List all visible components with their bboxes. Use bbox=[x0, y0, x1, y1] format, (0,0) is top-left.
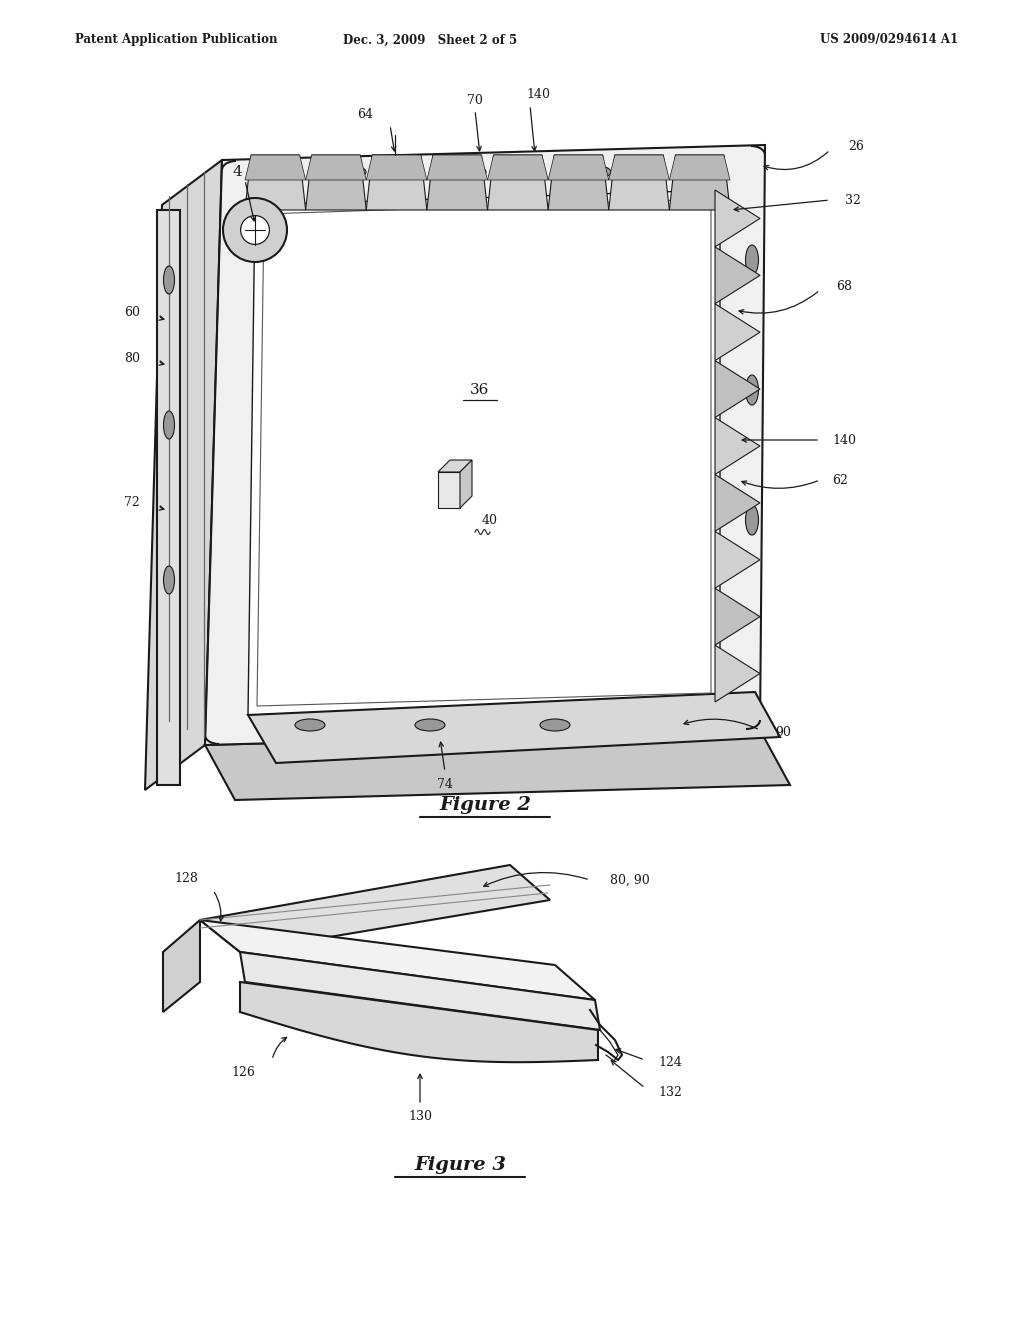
Polygon shape bbox=[715, 247, 760, 304]
Polygon shape bbox=[438, 459, 472, 473]
Text: 62: 62 bbox=[831, 474, 848, 487]
Text: 60: 60 bbox=[124, 306, 140, 319]
Polygon shape bbox=[367, 154, 427, 180]
Polygon shape bbox=[245, 154, 305, 180]
Polygon shape bbox=[670, 154, 730, 180]
Text: Figure 2: Figure 2 bbox=[439, 796, 531, 814]
Circle shape bbox=[223, 198, 287, 261]
Text: 132: 132 bbox=[658, 1085, 682, 1098]
Text: US 2009/0294614 A1: US 2009/0294614 A1 bbox=[820, 33, 958, 46]
Polygon shape bbox=[670, 154, 730, 210]
Text: 4: 4 bbox=[232, 165, 242, 180]
Text: 80: 80 bbox=[124, 351, 140, 364]
Ellipse shape bbox=[745, 246, 759, 275]
Ellipse shape bbox=[579, 165, 611, 178]
Polygon shape bbox=[715, 474, 760, 532]
Ellipse shape bbox=[540, 719, 570, 731]
Ellipse shape bbox=[295, 719, 325, 731]
Ellipse shape bbox=[454, 165, 486, 178]
Text: 124: 124 bbox=[658, 1056, 682, 1069]
Text: 130: 130 bbox=[408, 1110, 432, 1122]
Text: 36: 36 bbox=[470, 383, 489, 397]
Polygon shape bbox=[200, 920, 595, 1001]
Polygon shape bbox=[367, 154, 427, 210]
Polygon shape bbox=[163, 920, 200, 1012]
Text: 64: 64 bbox=[357, 108, 373, 121]
Polygon shape bbox=[715, 360, 760, 417]
Text: 68: 68 bbox=[836, 281, 852, 293]
Text: 126: 126 bbox=[231, 1065, 255, 1078]
Polygon shape bbox=[245, 154, 305, 210]
Text: 70: 70 bbox=[467, 94, 483, 107]
Polygon shape bbox=[608, 154, 670, 210]
Polygon shape bbox=[240, 982, 598, 1063]
Text: 72: 72 bbox=[124, 496, 140, 510]
Polygon shape bbox=[548, 154, 608, 180]
Polygon shape bbox=[305, 154, 367, 180]
Ellipse shape bbox=[415, 719, 445, 731]
Polygon shape bbox=[715, 645, 760, 702]
Polygon shape bbox=[608, 154, 670, 180]
Text: 140: 140 bbox=[526, 88, 550, 102]
Circle shape bbox=[241, 215, 269, 244]
Ellipse shape bbox=[164, 267, 174, 294]
Polygon shape bbox=[248, 190, 720, 715]
Polygon shape bbox=[205, 145, 765, 744]
Polygon shape bbox=[427, 154, 487, 180]
Text: 74: 74 bbox=[437, 777, 453, 791]
Ellipse shape bbox=[164, 566, 174, 594]
Text: Patent Application Publication: Patent Application Publication bbox=[75, 33, 278, 46]
Polygon shape bbox=[200, 865, 550, 952]
Ellipse shape bbox=[334, 165, 366, 178]
Text: 90: 90 bbox=[775, 726, 791, 739]
Polygon shape bbox=[427, 154, 487, 210]
Polygon shape bbox=[438, 473, 460, 508]
Text: 32: 32 bbox=[845, 194, 861, 206]
Polygon shape bbox=[248, 692, 780, 763]
Polygon shape bbox=[487, 154, 548, 210]
Polygon shape bbox=[460, 459, 472, 508]
Polygon shape bbox=[715, 532, 760, 589]
Text: 80, 90: 80, 90 bbox=[610, 874, 650, 887]
Polygon shape bbox=[715, 589, 760, 645]
Polygon shape bbox=[157, 210, 180, 785]
Polygon shape bbox=[487, 154, 548, 180]
Polygon shape bbox=[205, 730, 790, 800]
Text: 128: 128 bbox=[174, 871, 198, 884]
Polygon shape bbox=[548, 154, 608, 210]
Polygon shape bbox=[145, 160, 222, 789]
Polygon shape bbox=[715, 304, 760, 360]
Polygon shape bbox=[305, 154, 367, 210]
Text: Dec. 3, 2009   Sheet 2 of 5: Dec. 3, 2009 Sheet 2 of 5 bbox=[343, 33, 517, 46]
Text: 26: 26 bbox=[848, 140, 864, 153]
Polygon shape bbox=[715, 417, 760, 474]
Ellipse shape bbox=[164, 411, 174, 440]
Text: 40: 40 bbox=[482, 513, 498, 527]
Ellipse shape bbox=[745, 375, 759, 405]
Text: 140: 140 bbox=[831, 433, 856, 446]
Ellipse shape bbox=[745, 506, 759, 535]
Polygon shape bbox=[715, 190, 760, 247]
Polygon shape bbox=[240, 952, 600, 1030]
Text: Figure 3: Figure 3 bbox=[414, 1156, 506, 1173]
